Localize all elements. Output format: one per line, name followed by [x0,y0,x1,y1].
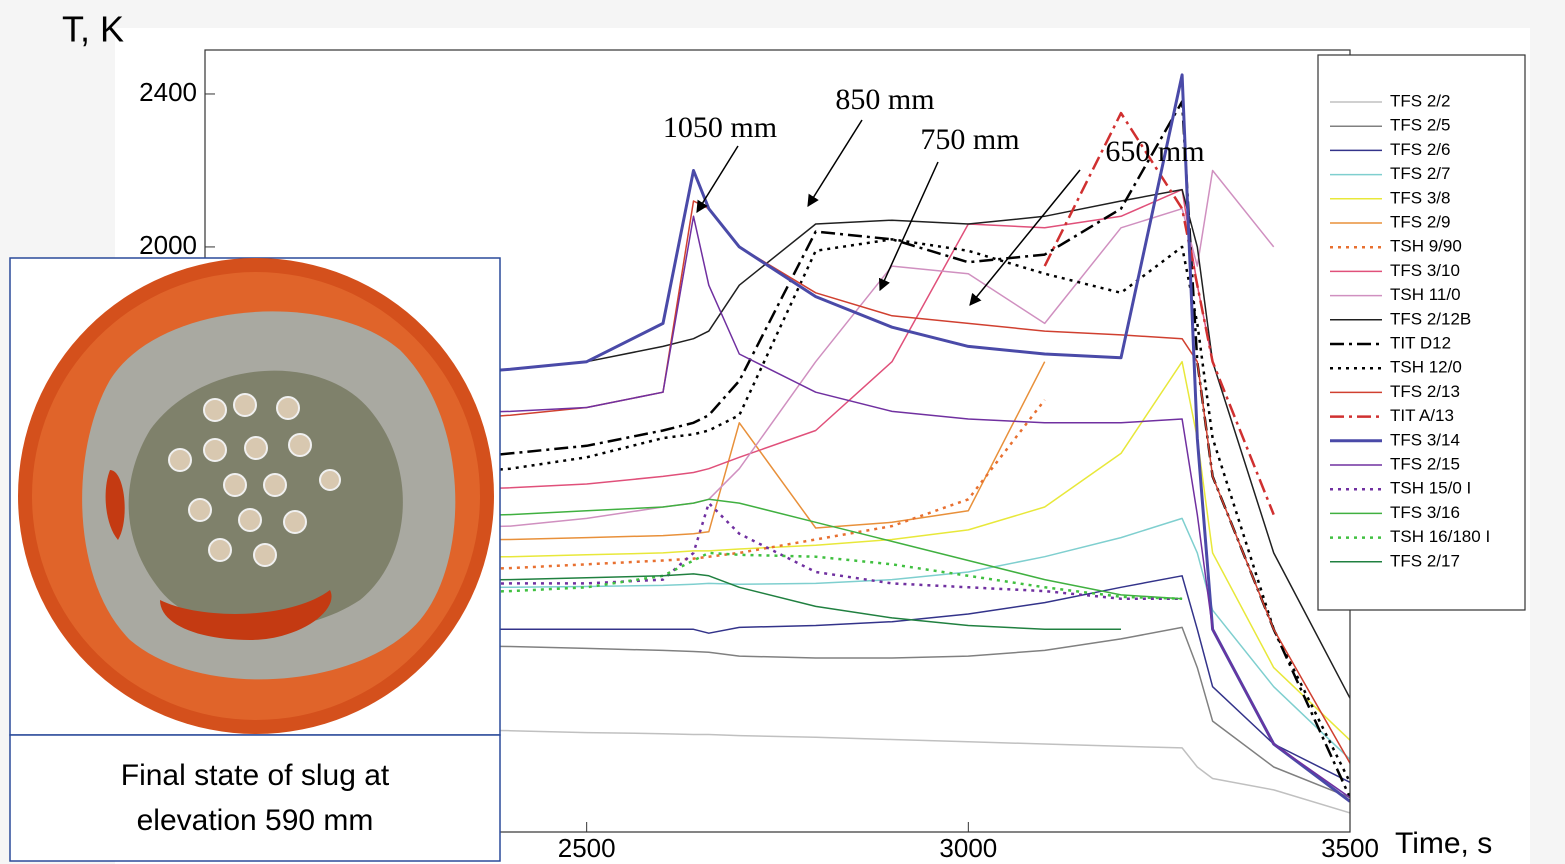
annotation: 1050 mm [663,111,777,144]
legend-label: TFS 3/14 [1390,430,1460,449]
legend-label: TFS 2/12B [1390,309,1471,328]
inset-photo: Final state of slug at elevation 590 mm [10,258,500,861]
legend-label: TSH 12/0 [1390,358,1462,377]
x-tick-label: 2500 [558,833,616,863]
annotation: 850 mm [835,83,934,116]
legend-label: TFS 2/15 [1390,454,1460,473]
legend-label: TSH 16/180 I [1390,527,1490,546]
x-tick-label: 3000 [939,833,997,863]
legend-label: TFS 3/16 [1390,503,1460,522]
inset-caption: Final state of slug at [121,759,390,792]
legend-label: TFS 2/9 [1390,212,1450,231]
legend-label: TFS 2/13 [1390,382,1460,401]
legend-label: TFS 2/17 [1390,551,1460,570]
chart: T, K Time, s 2000 2400 2500 3000 3500 1050 m… [0,0,1565,864]
x-tick-label: 3500 [1321,833,1379,863]
legend-label: TFS 2/6 [1390,140,1450,159]
legend-label: TFS 3/8 [1390,188,1450,207]
legend-label: TIT A/13 [1390,406,1454,425]
legend-label: TFS 3/10 [1390,261,1460,280]
y-tick-label: 2400 [139,77,197,107]
annotation: 750 mm [920,123,1019,156]
x-axis-title: Time, s [1395,827,1492,860]
legend-label: TIT D12 [1390,333,1451,352]
inset-caption: elevation 590 mm [137,804,374,837]
legend-label: TFS 2/2 [1390,91,1450,110]
legend-label: TSH 11/0 [1390,285,1461,304]
legend-label: TSH 9/90 [1390,237,1462,256]
y-tick-label: 2000 [139,230,197,260]
legend-label: TSH 15/0 I [1390,479,1471,498]
annotation: 650 mm [1105,135,1204,168]
legend-label: TFS 2/5 [1390,116,1450,135]
y-axis-title: T, K [62,9,124,50]
legend-label: TFS 2/7 [1390,164,1450,183]
